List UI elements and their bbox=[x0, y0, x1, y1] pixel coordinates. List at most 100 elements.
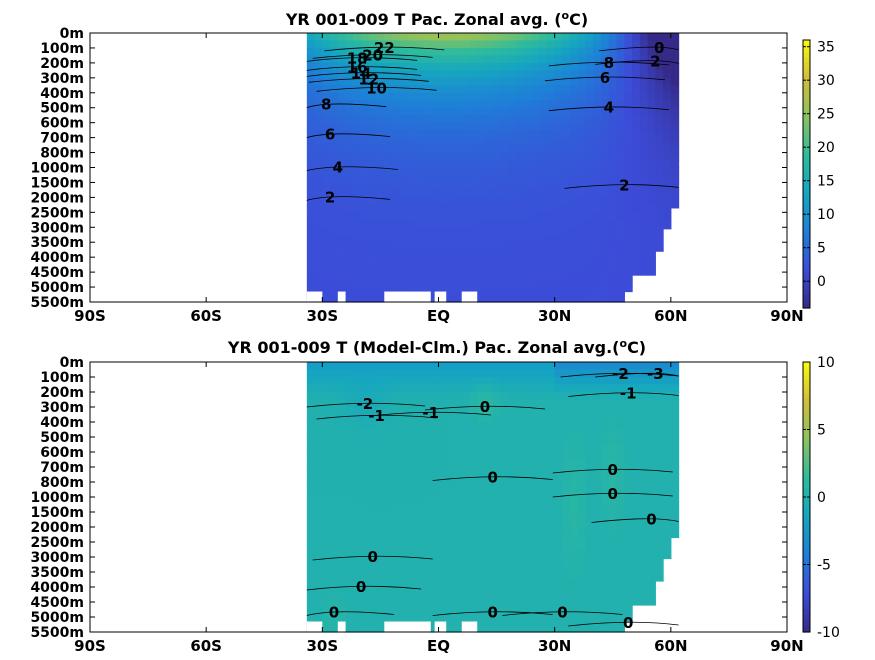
field-cell bbox=[361, 474, 370, 483]
field-cell bbox=[477, 542, 486, 551]
field-cell bbox=[508, 227, 517, 236]
field-cell bbox=[469, 482, 478, 491]
field-cell bbox=[608, 542, 618, 551]
field-cell bbox=[399, 572, 409, 581]
field-cell bbox=[655, 482, 664, 491]
y-tick-label: 4000m bbox=[30, 250, 84, 266]
field-cell bbox=[423, 482, 432, 491]
field-cell bbox=[539, 92, 548, 101]
field-cell bbox=[306, 242, 316, 251]
field-cell bbox=[368, 70, 378, 79]
field-cell bbox=[593, 137, 602, 146]
field-cell bbox=[508, 497, 517, 506]
field-cell bbox=[523, 182, 533, 191]
colorbar-segment bbox=[803, 470, 810, 476]
field-cell bbox=[632, 557, 641, 566]
field-cell bbox=[608, 467, 618, 476]
x-tick-label: 90S bbox=[74, 307, 106, 325]
field-cell bbox=[361, 122, 370, 131]
field-cell bbox=[430, 182, 440, 191]
field-cell bbox=[492, 70, 502, 79]
field-cell bbox=[484, 609, 494, 618]
field-cell bbox=[477, 77, 486, 86]
field-cell bbox=[399, 549, 409, 558]
field-cell bbox=[345, 527, 354, 536]
field-cell bbox=[399, 227, 409, 236]
field-cell bbox=[508, 624, 517, 633]
field-cell bbox=[639, 384, 649, 393]
field-cell bbox=[407, 489, 416, 498]
contour-line bbox=[306, 103, 387, 109]
field-cell bbox=[430, 272, 440, 281]
field-cell bbox=[585, 512, 594, 521]
field-cell bbox=[523, 459, 533, 468]
field-cell bbox=[647, 145, 656, 154]
field-cell bbox=[306, 362, 316, 371]
field-cell bbox=[647, 47, 656, 57]
field-cell bbox=[500, 130, 509, 139]
field-cell bbox=[337, 474, 347, 483]
field-cell bbox=[531, 264, 540, 273]
field-cell bbox=[570, 602, 579, 611]
field-cell bbox=[423, 519, 432, 528]
field-cell bbox=[484, 587, 494, 596]
field-cell bbox=[345, 212, 354, 221]
field-cell bbox=[608, 160, 618, 169]
field-cell bbox=[508, 594, 517, 603]
field-cell bbox=[330, 197, 339, 206]
field-cell bbox=[492, 152, 502, 161]
field-cell bbox=[461, 557, 471, 566]
field-cell bbox=[577, 174, 587, 184]
field-cell bbox=[523, 444, 533, 453]
field-cell bbox=[593, 579, 602, 588]
field-cell bbox=[361, 459, 370, 468]
field-cell bbox=[384, 189, 393, 198]
field-cell bbox=[562, 467, 571, 476]
field-cell bbox=[515, 204, 525, 213]
field-cell bbox=[508, 287, 517, 296]
field-cell bbox=[616, 234, 625, 243]
field-cell bbox=[492, 617, 502, 626]
field-cell bbox=[554, 212, 564, 221]
field-cell bbox=[624, 55, 633, 64]
field-cell bbox=[399, 189, 409, 198]
field-cell bbox=[399, 414, 409, 423]
field-cell bbox=[655, 459, 664, 468]
field-cell bbox=[477, 272, 486, 281]
field-cell bbox=[361, 189, 370, 198]
field-cell bbox=[593, 204, 602, 213]
field-cell bbox=[306, 452, 316, 461]
field-cell bbox=[306, 257, 316, 266]
field-cell bbox=[639, 557, 649, 566]
field-cell bbox=[554, 167, 564, 176]
field-cell bbox=[314, 145, 323, 154]
field-cell bbox=[368, 55, 378, 64]
field-cell bbox=[531, 444, 540, 453]
field-cell bbox=[384, 204, 393, 213]
field-cell bbox=[632, 572, 641, 581]
field-cell bbox=[515, 234, 525, 243]
field-cell bbox=[577, 422, 587, 431]
field-cell bbox=[322, 519, 331, 528]
field-cell bbox=[361, 384, 370, 393]
field-cell bbox=[484, 527, 494, 536]
field-cell bbox=[368, 197, 378, 206]
field-cell bbox=[608, 204, 618, 213]
field-cell bbox=[330, 107, 339, 116]
field-cell bbox=[484, 467, 494, 476]
field-cell bbox=[492, 160, 502, 169]
colorbar-segment bbox=[803, 241, 810, 247]
field-cell bbox=[322, 294, 331, 303]
field-cell bbox=[539, 47, 548, 57]
field-cell bbox=[453, 85, 463, 94]
field-cell bbox=[663, 212, 672, 221]
field-cell bbox=[539, 264, 548, 273]
field-cell bbox=[415, 197, 424, 206]
field-cell bbox=[438, 594, 447, 603]
field-cell bbox=[632, 160, 641, 169]
field-cell bbox=[469, 219, 478, 228]
field-cell bbox=[477, 219, 486, 228]
field-cell bbox=[554, 249, 564, 258]
field-cell bbox=[438, 287, 447, 296]
field-cell bbox=[392, 564, 401, 573]
